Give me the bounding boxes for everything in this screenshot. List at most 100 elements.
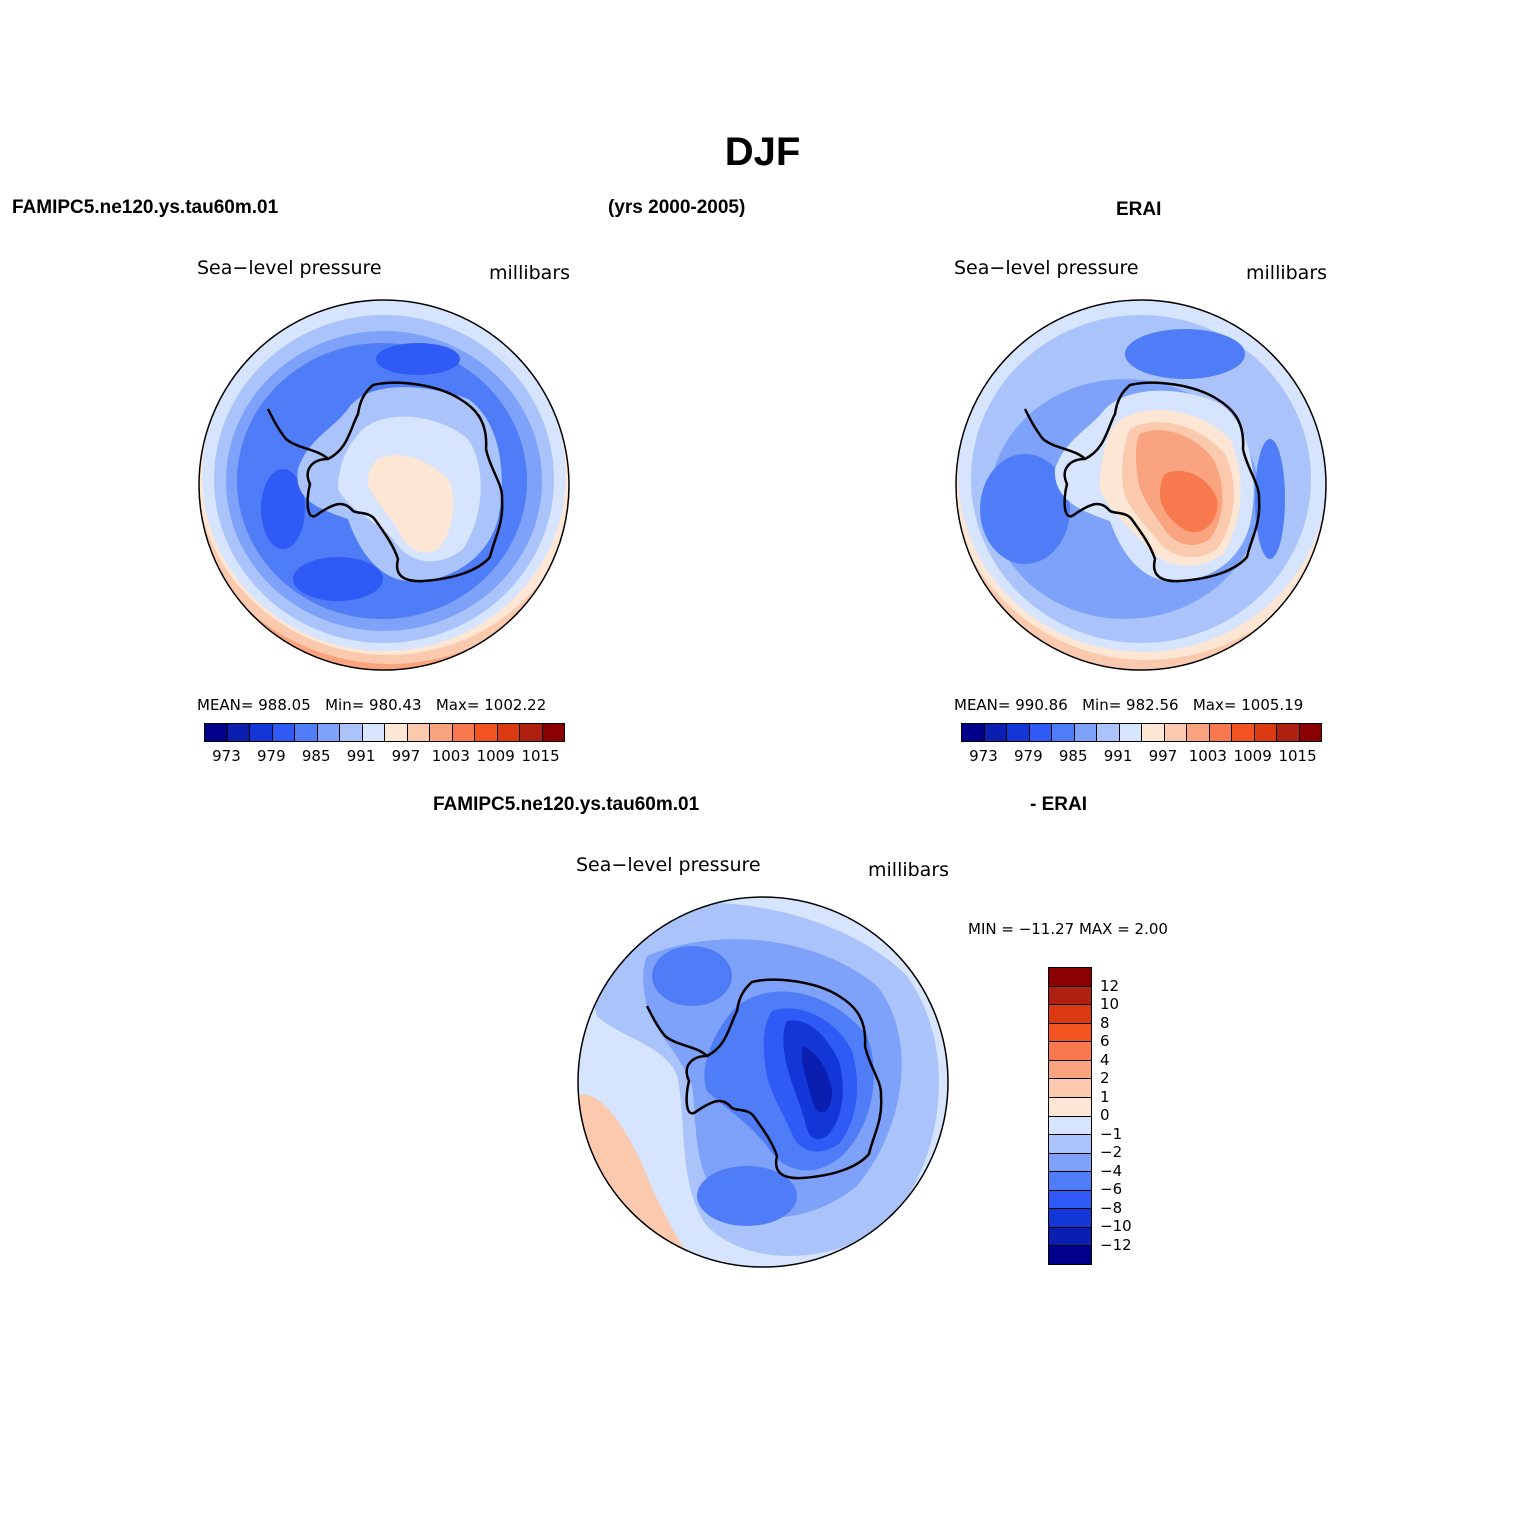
colorbar-tick-label: 991 (1103, 747, 1133, 765)
colorbar-tick-label: 10 (1100, 995, 1120, 1013)
colorbar-swatch (1142, 724, 1165, 741)
colorbar-swatch (452, 724, 475, 741)
colorbar-swatch (1029, 724, 1052, 741)
mean-value: 988.05 (258, 696, 311, 714)
colorbar-tick-label: 997 (1148, 747, 1178, 765)
contour-band (368, 455, 454, 553)
obs-stats: MEAN= 990.86 Min= 982.56 Max= 1005.19 (954, 696, 1303, 714)
max-value: 1002.22 (484, 696, 547, 714)
contour-band (1160, 470, 1218, 533)
model-stats: MEAN= 988.05 Min= 980.43 Max= 1002.22 (197, 696, 546, 714)
colorbar-swatch (1299, 724, 1321, 741)
colorbar-swatch (250, 724, 273, 741)
colorbar-tick-label: 1003 (1188, 747, 1227, 765)
colorbar-tick-label: 973 (969, 747, 998, 765)
colorbar-swatch (407, 724, 430, 741)
diff-obs-name: - ERAI (1030, 794, 1087, 815)
diff-variable-label: Sea−level pressure (576, 854, 761, 876)
peninsula-coastline (645, 1005, 708, 1057)
max-label: Max= (1192, 696, 1237, 714)
colorbar-tick-label: 973 (212, 747, 241, 765)
contour-band (1125, 329, 1245, 379)
colorbar-swatch (1052, 724, 1075, 741)
colorbar-swatch (1164, 724, 1187, 741)
colorbar-tick-label: 4 (1100, 1050, 1110, 1069)
colorbar-swatch (272, 724, 295, 741)
min-label: Min= (325, 696, 365, 714)
colorbar-swatch (1277, 724, 1300, 741)
peninsula-coastline (1023, 408, 1086, 460)
model-polar-map (198, 299, 570, 671)
model-variable-label: Sea−level pressure (197, 257, 382, 279)
diff-colorbar (1048, 967, 1092, 1265)
colorbar-swatch (340, 724, 363, 741)
colorbar-swatch (984, 724, 1007, 741)
colorbar-tick-label: 6 (1100, 1032, 1110, 1050)
colorbar-swatch (1074, 724, 1097, 741)
diff-units-label: millibars (868, 859, 950, 881)
contour-band (802, 1046, 832, 1113)
colorbar-swatch (1119, 724, 1142, 741)
min-value: 982.56 (1126, 696, 1179, 714)
diff-polar-map (577, 896, 949, 1268)
min-value: 980.43 (369, 696, 422, 714)
colorbar-swatch (1049, 1116, 1091, 1136)
obs-name: ERAI (1116, 199, 1162, 220)
colorbar-swatch (962, 724, 985, 741)
colorbar-swatch (1049, 1246, 1091, 1264)
map-boundary (577, 896, 949, 1268)
colorbar-tick-label: 1009 (476, 747, 515, 765)
colorbar-swatch (542, 724, 564, 741)
colorbar-tick-label: 1015 (1278, 747, 1317, 765)
figure-title: DJF (724, 130, 801, 174)
colorbar-tick-label: 12 (1100, 976, 1120, 995)
colorbar-swatch (1049, 1060, 1091, 1080)
colorbar-tick-label: −6 (1100, 1180, 1123, 1198)
colorbar-swatch (227, 724, 250, 741)
peninsula-coastline (266, 408, 329, 460)
years-label: (yrs 2000-2005) (608, 197, 746, 218)
colorbar-swatch (1049, 1097, 1091, 1117)
colorbar-swatch (1049, 1172, 1091, 1191)
max-value: 1005.19 (1241, 696, 1304, 714)
colorbar-tick-label: −4 (1100, 1161, 1123, 1180)
contour-band (376, 343, 460, 375)
colorbar-tick-label: −8 (1100, 1198, 1123, 1217)
map-boundary (198, 299, 570, 671)
colorbar-swatch (1049, 1042, 1091, 1061)
contour-band (652, 946, 732, 1006)
max-label: Max= (435, 696, 480, 714)
contour-band (293, 557, 383, 601)
colorbar-swatch (317, 724, 340, 741)
colorbar-swatch (1209, 724, 1232, 741)
obs-units-label: millibars (1246, 262, 1328, 284)
antarctica-coastline (1063, 381, 1261, 583)
colorbar-tick-label: 1003 (431, 747, 470, 765)
colorbar-swatch (1049, 968, 1091, 987)
colorbar-tick-label: 979 (1013, 747, 1043, 765)
colorbar-swatch (1254, 724, 1277, 741)
colorbar-tick-label: −1 (1100, 1124, 1123, 1143)
colorbar-swatch (520, 724, 543, 741)
contour-band (697, 1166, 797, 1226)
antarctica-coastline (685, 978, 883, 1180)
colorbar-tick-label: −10 (1100, 1217, 1132, 1235)
colorbar-swatch (205, 724, 228, 741)
colorbar-swatch (1049, 1190, 1091, 1210)
map-boundary (955, 299, 1327, 671)
obs-colorbar (961, 723, 1322, 742)
colorbar-swatch (1049, 1079, 1091, 1098)
colorbar-swatch (1049, 1227, 1091, 1247)
colorbar-swatch (362, 724, 385, 741)
colorbar-swatch (430, 724, 453, 741)
antarctica-coastline (306, 381, 504, 583)
colorbar-swatch (1049, 986, 1091, 1006)
contour-band (261, 469, 305, 549)
mean-label: MEAN= (197, 696, 254, 714)
diff-model-name: FAMIPC5.ne120.ys.tau60m.01 (433, 794, 700, 815)
obs-variable-label: Sea−level pressure (954, 257, 1139, 279)
obs-polar-map (955, 299, 1327, 671)
colorbar-tick-label: −12 (1100, 1235, 1132, 1254)
contour-band (1255, 439, 1285, 559)
model-units-label: millibars (489, 262, 571, 284)
